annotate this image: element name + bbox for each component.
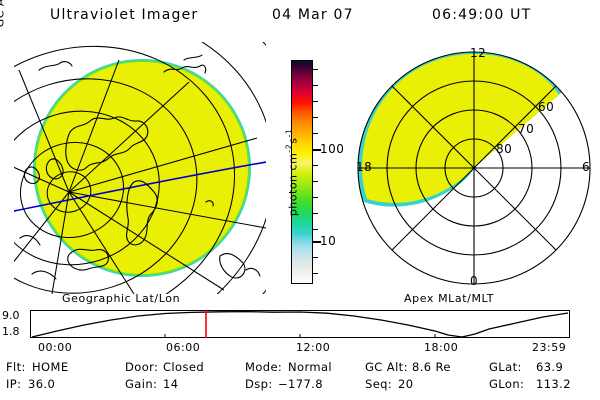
colorbar-minor-tick	[312, 69, 318, 70]
status-mode-value: Normal	[288, 360, 333, 374]
altitude-x-ticks	[164, 334, 436, 338]
altitude-trace-svg	[31, 310, 569, 338]
time-tick-1: 06:00	[166, 341, 201, 354]
colorbar-axis-title-exp1: -2	[284, 143, 294, 153]
apex-mlt-spokes	[358, 52, 590, 284]
mlt-label-18: 18	[356, 160, 373, 174]
observation-date: 04 Mar 07	[272, 7, 354, 23]
geographic-globe-plot[interactable]	[14, 42, 266, 294]
coastline-overlay	[19, 54, 261, 280]
status-dsp-value: −177.8	[278, 377, 323, 391]
colorbar-minor-tick	[312, 213, 318, 214]
altitude-axis-label: GC Alt	[0, 0, 7, 28]
status-glat-label: GLat:	[489, 360, 522, 374]
lat-lon-graticule	[14, 42, 266, 294]
altitude-trace-line	[31, 310, 569, 338]
altitude-tick-min: 1.8	[2, 325, 20, 338]
time-tick-4: 23:59	[532, 341, 567, 354]
colorbar-minor-tick	[312, 165, 318, 166]
colorbar-axis-title-mid: s	[286, 137, 300, 144]
time-tick-0: 00:00	[38, 341, 73, 354]
latitude-label-80: 80	[496, 142, 513, 156]
status-ip-value: 36.0	[28, 377, 56, 391]
geographic-globe-svg	[14, 42, 266, 294]
latitude-label-60: 60	[538, 100, 555, 114]
mlt-label-6: 6	[582, 160, 591, 174]
time-axis: 00:00 06:00 12:00 18:00 23:59	[0, 341, 600, 355]
apex-polar-svg	[357, 51, 591, 285]
colorbar-minor-tick	[312, 181, 318, 182]
header-bar: Ultraviolet Imager 04 Mar 07 06:49:00 UT	[0, 7, 600, 29]
time-tick-2: 12:00	[296, 341, 331, 354]
colorbar-minor-tick	[312, 117, 318, 118]
colorbar-minor-tick	[312, 273, 318, 274]
status-mode-label: Mode:	[245, 360, 283, 374]
aurora-patch-fill	[362, 54, 559, 203]
terminator-line	[14, 161, 266, 212]
apex-polar-plot[interactable]: 12 18 6 0 60 70 80	[348, 42, 600, 294]
observation-time: 06:49:00 UT	[432, 7, 532, 23]
time-tick-3: 18:00	[424, 341, 459, 354]
status-gain-value: 14	[163, 377, 179, 391]
instrument-title: Ultraviolet Imager	[50, 7, 199, 23]
latitude-label-70: 70	[518, 122, 535, 136]
colorbar-minor-tick	[312, 85, 318, 86]
status-gain-label: Gain:	[125, 377, 158, 391]
status-seq-label: Seq:	[365, 377, 393, 391]
status-flt-value: HOME	[32, 360, 69, 374]
mlt-label-12: 12	[470, 46, 487, 60]
status-dsp-label: Dsp:	[245, 377, 273, 391]
colorbar-axis-title-prefix: photon cm	[286, 152, 300, 217]
status-panel: Flt: HOME Door: Closed Mode: Normal GC A…	[0, 360, 600, 398]
colorbar-gradient	[291, 60, 313, 284]
colorbar-tick-label-10: 10	[320, 234, 337, 248]
status-glon-value: 113.2	[536, 377, 571, 391]
aurora-disc-fill	[36, 62, 248, 274]
status-ip-label: IP:	[6, 377, 22, 391]
colorbar-minor-tick	[312, 257, 318, 258]
colorbar-axis-title: photon cm-2s-1	[285, 82, 300, 262]
colorbar-tick-label-100: 100	[320, 142, 345, 156]
status-seq-value: 20	[398, 377, 414, 391]
altitude-tick-max: 9.0	[2, 309, 20, 322]
status-glat-value: 63.9	[536, 360, 564, 374]
status-gcalt-value: 8.6 Re	[412, 360, 451, 374]
status-gcalt-label: GC Alt:	[365, 360, 408, 374]
colorbar-minor-tick	[312, 101, 318, 102]
colorbar-major-tick-100	[312, 149, 321, 151]
mlt-label-0: 0	[470, 274, 479, 288]
altitude-strip-chart[interactable]	[30, 310, 570, 338]
colorbar-minor-tick	[312, 133, 318, 134]
colorbar-panel: 100 10 photon cm-2s-1	[268, 55, 346, 290]
status-door-value: Closed	[163, 360, 205, 374]
status-glon-label: GLon:	[489, 377, 525, 391]
apex-plot-caption: Apex MLat/MLT	[404, 292, 495, 305]
colorbar-axis-title-exp2: -1	[284, 128, 294, 138]
status-flt-label: Flt:	[6, 360, 26, 374]
colorbar-major-tick-10	[312, 241, 321, 243]
geographic-plot-caption: Geographic Lat/Lon	[62, 292, 181, 305]
status-door-label: Door:	[125, 360, 159, 374]
colorbar-minor-tick	[312, 229, 318, 230]
colorbar-minor-tick	[312, 197, 318, 198]
